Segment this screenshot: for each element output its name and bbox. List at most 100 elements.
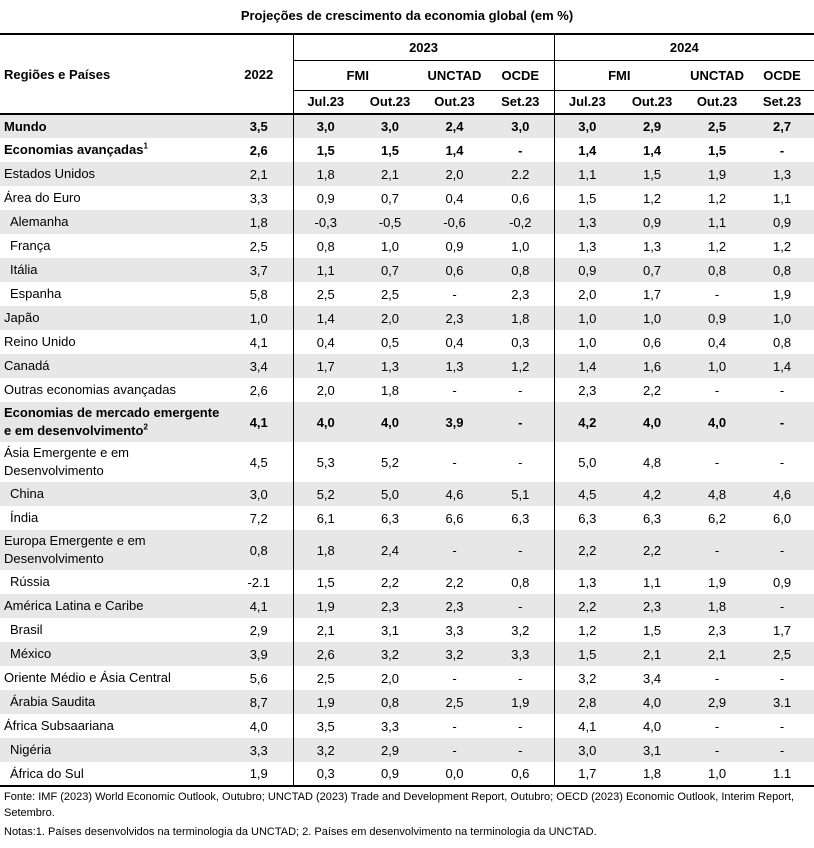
table-cell: 1,2 xyxy=(708,238,727,254)
header-sub: Out.23 xyxy=(620,90,685,115)
row-label-text: África do Sul xyxy=(10,765,84,781)
table-cell: 2,3 xyxy=(553,378,621,402)
table-cell: 2,4 xyxy=(422,114,487,138)
table-cell: 1,5 xyxy=(708,142,727,158)
table-cell: 4,0 xyxy=(358,402,422,442)
row-label: América Latina e Caribe xyxy=(0,594,225,618)
table-cell: - xyxy=(422,530,487,570)
header-regions: Regiões e Países xyxy=(0,33,225,115)
row-label: África Subsaariana xyxy=(0,714,225,738)
table-cell: - xyxy=(714,286,720,302)
table-cell: 2,5 xyxy=(249,238,268,254)
table-cell: 3,3 xyxy=(380,718,400,734)
table-cell: 1,9 xyxy=(487,690,555,714)
table-row: Brasil 2,9 2,1 3,1 3,3 3,2 1,2 1,5 2,3 1,7 xyxy=(0,618,814,642)
table-cell: 6,0 xyxy=(773,510,792,526)
table-row: Nigéria 3,3 3,2 2,9- -3,0 3,1- - xyxy=(0,738,814,762)
table-cell: 0,9 xyxy=(750,210,814,234)
table-cell: 3,4 xyxy=(225,354,293,378)
footnote-marker: 1 xyxy=(143,141,148,151)
table-cell: 4,5 xyxy=(553,482,621,506)
table-cell: 1,4 xyxy=(643,142,662,158)
row-label-text: Árabia Saudita xyxy=(10,694,96,709)
table-cell: - xyxy=(750,738,814,762)
table-cell: - xyxy=(487,738,555,762)
table-cell: 2,8 xyxy=(553,690,621,714)
table-cell: 2,4 xyxy=(358,530,422,570)
table-cell: 6,3 xyxy=(380,510,400,526)
row-label: Ásia Emergente e em Desenvolvimento xyxy=(0,442,225,482)
table-cell: 1,1 xyxy=(643,574,662,590)
table-row: Árabia Saudita 8,7 1,9 0,8 2,5 1,9 2,8 4,0 2,9 3.… xyxy=(0,690,814,714)
row-label: Área do Euro xyxy=(0,186,225,210)
table-cell: 1,3 xyxy=(553,570,621,594)
table-row: Rússia -2.1 1,5 2,2 2,2 0,8 1,3 1,1 1,9 0,9 xyxy=(0,570,814,594)
table-cell: 3,4 xyxy=(643,670,662,686)
table-cell: 8,7 xyxy=(225,690,293,714)
table-cell: -2.1 xyxy=(247,574,270,590)
table-cell: 1,5 xyxy=(553,186,621,210)
header-sub: Jul.23 xyxy=(292,90,358,115)
table-cell: 4,8 xyxy=(684,482,751,506)
table-cell: 3,0 xyxy=(225,482,293,506)
table-cell: 1,0 xyxy=(380,238,400,254)
table-cell: 1,6 xyxy=(620,354,685,378)
table-cell: - xyxy=(714,670,720,686)
table-cell: 0,9 xyxy=(358,762,422,787)
table-cell: 3,0 xyxy=(292,114,358,138)
table-cell: 0,6 xyxy=(511,190,530,206)
table-cell: 1,2 xyxy=(708,190,727,206)
table-cell: 1,4 xyxy=(553,354,621,378)
table-cell: 1,1 xyxy=(773,190,792,206)
table-cell: 0,9 xyxy=(445,238,464,254)
table-cell: 1,9 xyxy=(773,286,792,302)
header-2023: 2023 xyxy=(292,33,555,61)
table-cell: 3,2 xyxy=(553,666,621,690)
table-cell: 1,3 xyxy=(643,238,662,254)
table-cell: 1,5 xyxy=(553,642,621,666)
row-label-text: Mundo xyxy=(4,118,47,134)
table-row: Reino Unido 4,1 0,4 0,5 0,4 0,3 1,0 0,6 0,4 0,8 xyxy=(0,330,814,354)
table-cell: -0,6 xyxy=(422,210,487,234)
row-label: China xyxy=(0,482,225,506)
row-label-text: Reino Unido xyxy=(4,334,76,349)
table-cell: 1,1 xyxy=(292,258,358,282)
table-cell: 2,9 xyxy=(684,690,751,714)
table-cell: 2,9 xyxy=(249,622,268,638)
table-cell: 1,0 xyxy=(225,306,293,330)
table-cell: 1,2 xyxy=(487,354,555,378)
row-label: Economias de mercado emergente e em dese… xyxy=(0,402,225,442)
table-cell: 2,2 xyxy=(445,574,464,590)
table-cell: 2,2 xyxy=(553,594,621,618)
table-cell: - xyxy=(518,454,523,470)
table-cell: 0,3 xyxy=(292,762,358,787)
table-cell: 3,7 xyxy=(225,258,293,282)
table-cell: 1,8 xyxy=(380,382,400,398)
table-cell: 1,7 xyxy=(553,762,621,787)
table-cell: 3,2 xyxy=(422,642,487,666)
header-2024-fmi: FMI xyxy=(553,60,685,91)
table-cell: 5,0 xyxy=(553,442,621,482)
table-cell: - xyxy=(750,530,814,570)
table-cell: - xyxy=(714,454,720,470)
row-label-text: África Subsaariana xyxy=(4,718,114,733)
row-label: México xyxy=(0,642,225,666)
row-label-text: Economias de mercado emergente e em dese… xyxy=(4,405,220,438)
table-cell: - xyxy=(779,454,785,470)
table-cell: 4,0 xyxy=(249,718,268,734)
table-row: Índia 7,2 6,1 6,3 6,6 6,3 6,3 6,3 6,2 6,0 xyxy=(0,506,814,530)
row-label: Árabia Saudita xyxy=(0,690,225,714)
table-cell: 2,0 xyxy=(292,378,358,402)
row-label-text: Canadá xyxy=(4,358,50,373)
table-cell: 2,9 xyxy=(358,738,422,762)
table-cell: - xyxy=(518,718,523,734)
table-cell: - xyxy=(487,594,555,618)
table-cell: 1,3 xyxy=(358,354,422,378)
table-cell: 3,5 xyxy=(225,114,293,138)
table-cell: -0,2 xyxy=(487,210,555,234)
table-cell: 1,7 xyxy=(292,354,358,378)
table-cell: 1,7 xyxy=(773,622,792,638)
table-cell: 2,1 xyxy=(358,162,422,186)
table-cell: - xyxy=(779,382,785,398)
